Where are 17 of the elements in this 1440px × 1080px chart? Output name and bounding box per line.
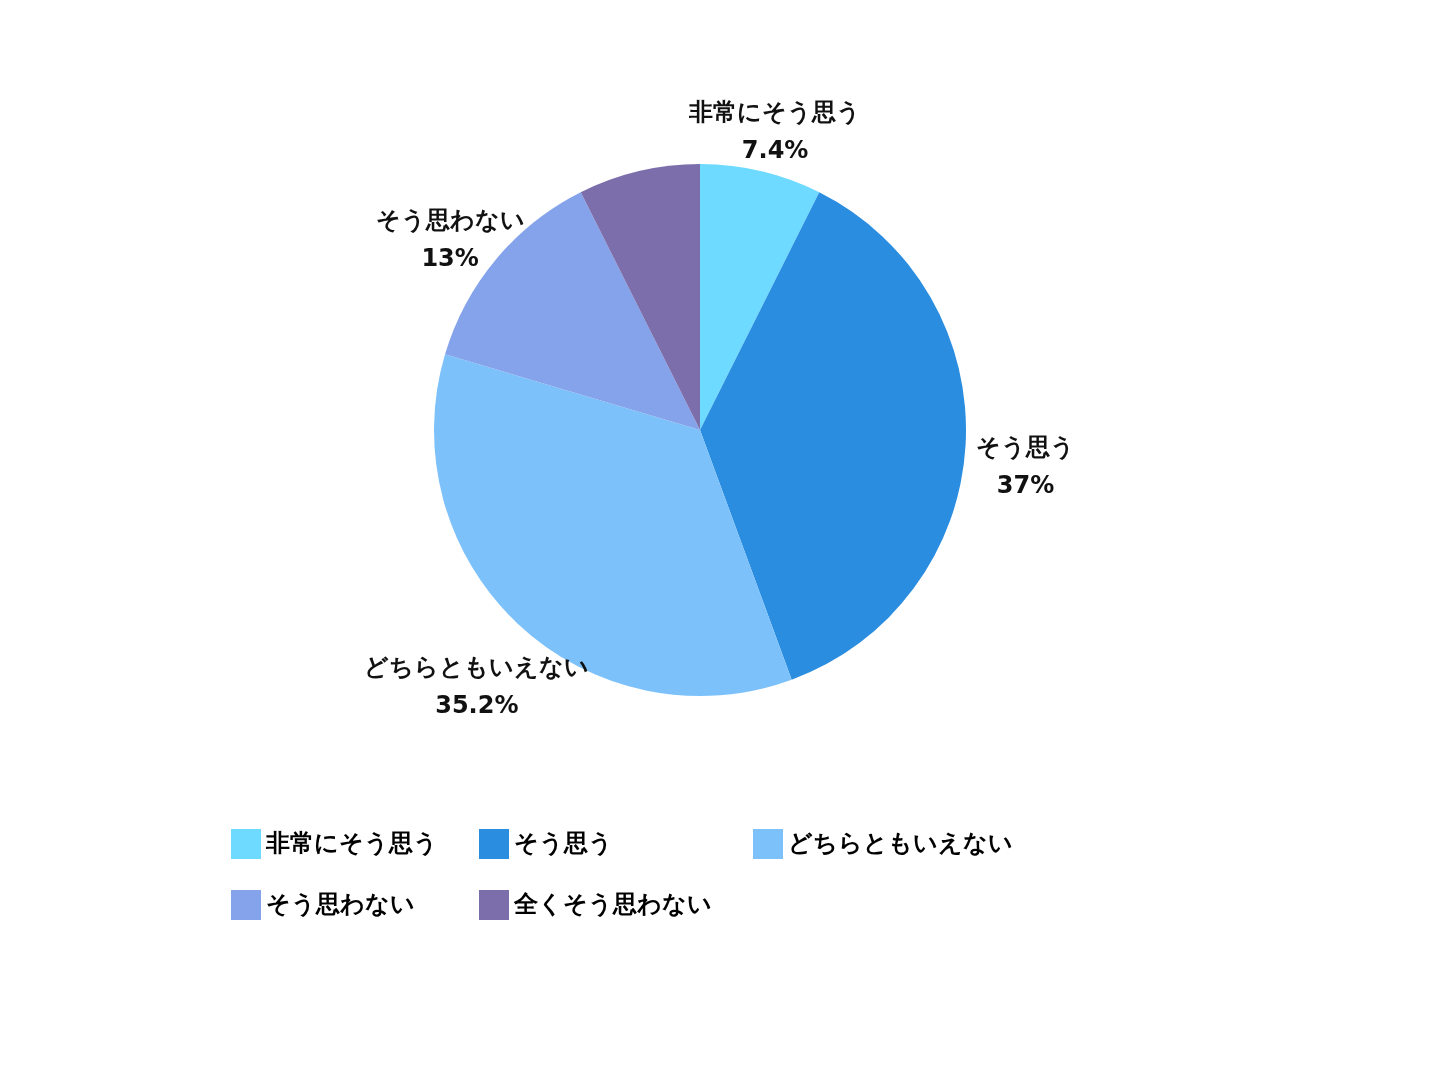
data-label: 37% xyxy=(996,471,1055,500)
legend-label: 全くそう思わない xyxy=(513,890,712,918)
slice-label: どちらともいえない xyxy=(364,652,590,681)
legend-label: そう思わない xyxy=(266,890,415,918)
slice-label: そう思う xyxy=(975,433,1075,462)
pie-slice xyxy=(580,164,700,430)
data-label: 13% xyxy=(421,243,479,272)
pie-slice xyxy=(434,354,792,696)
legend-label: そう思う xyxy=(514,829,613,857)
data-label: 7.4% xyxy=(741,135,809,164)
legend-label: 非常にそう思う xyxy=(265,829,438,857)
pie-slice xyxy=(700,164,820,430)
legend-label: どちらともいえない xyxy=(788,829,1013,857)
slice-label: 非常にそう思う xyxy=(688,97,862,126)
slice-label: そう思わない xyxy=(375,205,525,234)
pie-slice xyxy=(700,192,966,680)
data-label: 35.2% xyxy=(435,690,519,719)
